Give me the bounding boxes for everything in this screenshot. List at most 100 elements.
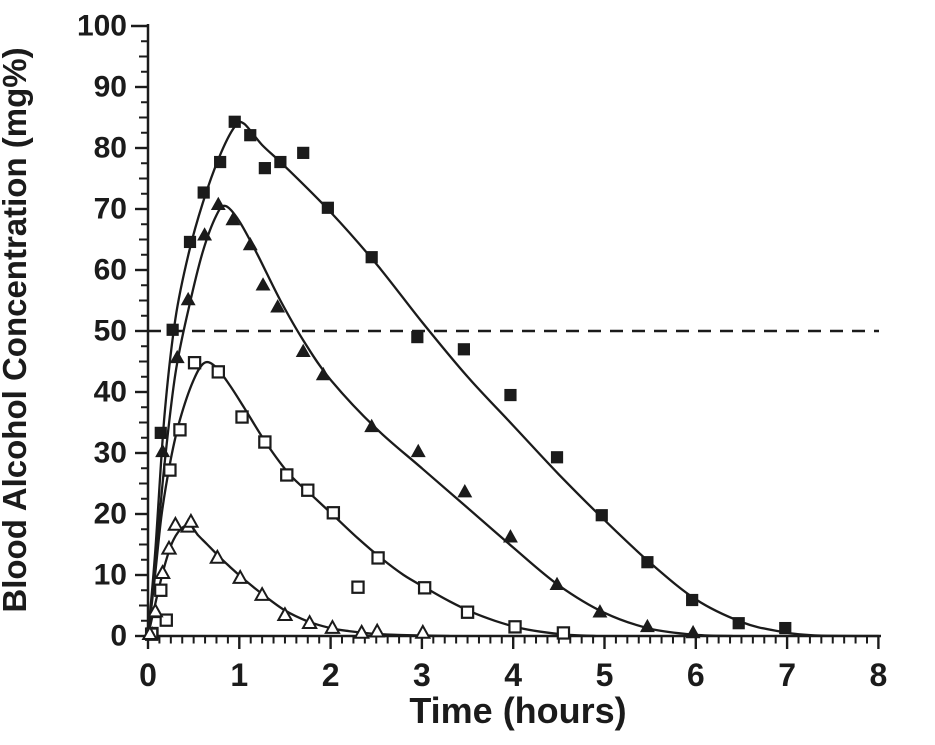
marker-filled-square-3	[183, 235, 197, 249]
y-tick-label-60: 60	[94, 254, 127, 287]
x-tick-label-7: 7	[778, 657, 796, 693]
x-tick-label-8: 8	[870, 657, 888, 693]
marker-open-square-14	[417, 581, 432, 595]
marker-open-triangle-12	[324, 619, 341, 634]
marker-filled-square-10	[297, 146, 310, 159]
marker-filled-triangle-2	[155, 443, 171, 458]
marker-filled-square-13	[411, 331, 424, 344]
marker-filled-square-21	[779, 621, 792, 635]
marker-filled-square-12	[365, 251, 378, 264]
x-tick-label-0: 0	[139, 657, 157, 693]
x-axis-title: Time (hours)	[409, 690, 626, 731]
marker-open-square-4	[173, 423, 187, 437]
marker-filled-triangle-8	[242, 236, 258, 251]
y-tick-label-30: 30	[94, 437, 127, 470]
y-tick-label-20: 20	[94, 498, 127, 531]
marker-open-square-13	[371, 551, 385, 565]
fit-curve-open-square	[146, 360, 597, 638]
marker-filled-square-19	[686, 593, 699, 607]
marker-filled-triangle-5	[197, 227, 213, 241]
marker-filled-square-2	[166, 323, 179, 336]
marker-open-triangle-9	[253, 586, 271, 601]
marker-open-square-17	[556, 626, 571, 640]
x-tick-label-4: 4	[504, 657, 522, 693]
marker-filled-square-14	[457, 343, 470, 356]
marker-open-square-12	[351, 580, 365, 594]
x-tick-label-5: 5	[596, 657, 614, 693]
marker-filled-square-9	[274, 155, 287, 169]
marker-filled-square-1	[154, 426, 167, 439]
marker-open-square-8	[258, 435, 272, 449]
marker-open-triangle-10	[276, 606, 294, 622]
marker-filled-square-5	[214, 155, 227, 169]
marker-filled-triangle-15	[457, 484, 473, 498]
y-tick-label-50: 50	[94, 315, 127, 348]
y-tick-label-40: 40	[94, 376, 127, 409]
marker-open-triangle-14	[368, 622, 386, 638]
marker-filled-square-11	[321, 201, 334, 214]
marker-open-square-11	[326, 506, 341, 520]
marker-filled-square-8	[258, 162, 271, 175]
marker-filled-triangle-17	[549, 576, 565, 591]
marker-open-square-7	[235, 410, 249, 424]
marker-filled-triangle-16	[503, 529, 518, 543]
marker-filled-triangle-11	[295, 343, 311, 358]
marker-open-triangle-8	[231, 569, 249, 584]
x-tick-label-6: 6	[687, 657, 705, 693]
marker-filled-triangle-7	[225, 211, 241, 226]
marker-open-triangle-4	[167, 515, 184, 531]
marker-filled-triangle-4	[180, 291, 196, 306]
marker-filled-square-16	[550, 451, 564, 464]
plot-layer: 0 10 20 30 40 50 60 70 80 90 100 0 1 2 3 4 5 6 7 8	[77, 10, 887, 694]
marker-open-triangle-6	[182, 512, 200, 528]
marker-open-triangle-11	[301, 614, 318, 629]
marker-open-triangle-13	[353, 623, 370, 639]
marker-filled-triangle-13	[364, 418, 380, 433]
y-tick-label-80: 80	[94, 132, 127, 165]
marker-filled-triangle-19	[639, 618, 655, 633]
marker-open-square-9	[280, 468, 294, 482]
marker-filled-square-20	[732, 617, 745, 630]
marker-filled-square-7	[244, 129, 257, 142]
marker-open-square-6	[211, 365, 226, 379]
marker-filled-square-18	[641, 556, 654, 569]
fit-curve-filled-square	[146, 120, 880, 638]
marker-open-triangle-7	[209, 548, 226, 564]
marker-filled-triangle-12	[315, 366, 331, 381]
fit-curve-open-triangle	[146, 524, 451, 638]
x-tick-label-1: 1	[230, 657, 248, 693]
marker-open-triangle-15	[414, 623, 432, 639]
marker-filled-triangle-18	[592, 604, 608, 618]
marker-open-square-3	[163, 463, 177, 477]
marker-open-square-5	[187, 356, 202, 370]
y-tick-label-100: 100	[77, 10, 127, 43]
y-tick-label-90: 90	[94, 71, 127, 104]
marker-filled-triangle-3	[169, 349, 185, 364]
y-axis-title: Blood Alcohol Concentration (mg%)	[0, 47, 33, 612]
y-tick-label-0: 0	[110, 620, 127, 653]
y-tick-label-70: 70	[94, 193, 127, 226]
marker-open-square-2	[159, 613, 173, 627]
marker-filled-triangle-10	[270, 299, 286, 313]
marker-filled-triangle-14	[410, 443, 426, 458]
marker-filled-triangle-20	[685, 624, 701, 639]
marker-open-triangle-3	[160, 539, 178, 555]
marker-filled-triangle-6	[210, 196, 226, 211]
marker-open-triangle-1	[146, 602, 164, 618]
marker-open-square-15	[460, 605, 475, 619]
marker-filled-square-4	[197, 186, 210, 199]
marker-open-triangle-2	[154, 564, 171, 579]
marker-open-square-10	[301, 483, 315, 497]
marker-filled-square-17	[595, 509, 608, 522]
marker-open-triangle-0	[141, 625, 159, 640]
marker-filled-triangle-9	[255, 277, 271, 291]
x-tick-label-3: 3	[413, 657, 431, 693]
marker-filled-square-15	[504, 388, 517, 402]
marker-filled-square-6	[228, 115, 241, 128]
marker-open-square-1	[154, 583, 168, 597]
marker-open-square-16	[508, 620, 522, 634]
x-tick-label-2: 2	[322, 657, 340, 693]
y-tick-label-10: 10	[94, 559, 127, 592]
